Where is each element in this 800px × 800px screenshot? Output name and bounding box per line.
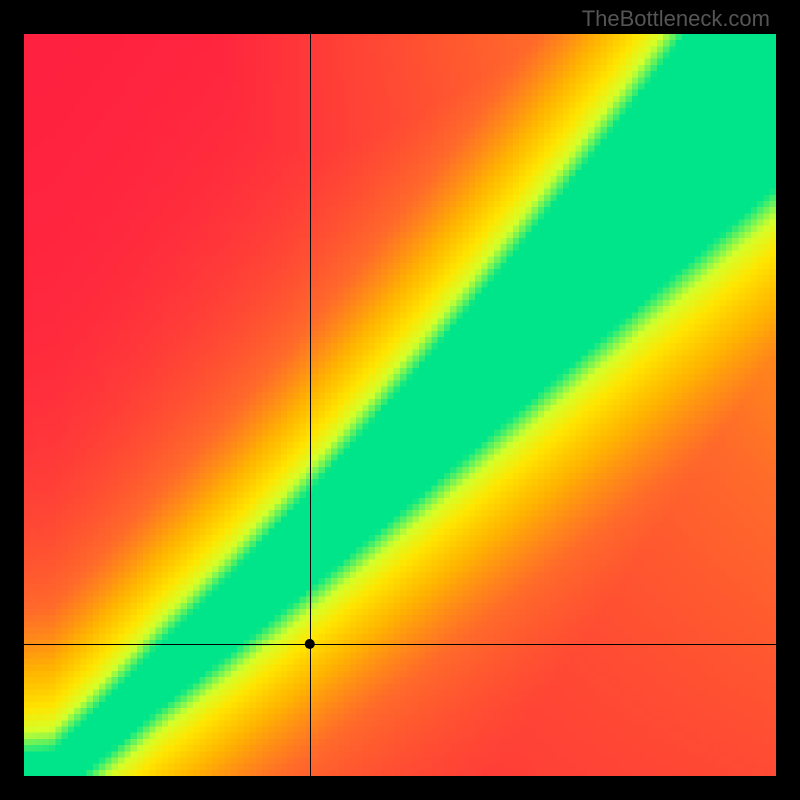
watermark-label: TheBottleneck.com [582, 6, 770, 32]
figure-container: TheBottleneck.com [0, 0, 800, 800]
crosshair-overlay [24, 34, 776, 776]
